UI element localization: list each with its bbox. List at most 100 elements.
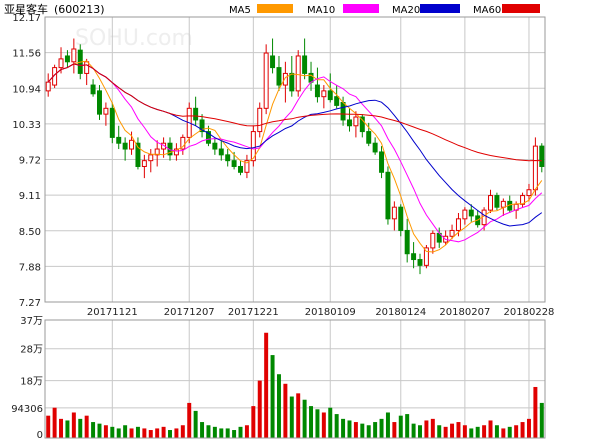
candle-down [122,142,128,150]
legend-ma20-label: MA20 [392,5,420,16]
volume-bar [270,355,275,438]
date-tick-label: 20180207 [439,307,490,318]
price-axis: 12.17 11.56 10.94 10.33 9.72 9.11 8.50 7.88 7.27 [12,13,41,309]
volume-bar [379,418,384,438]
volume-bar [539,402,544,438]
volume-axis: 37万 28万 18万 94306 0 [11,316,43,440]
candle-down [314,84,320,98]
volume-bar [289,396,294,438]
volume-tick-label: 28万 [20,345,43,356]
volume-bar [437,425,442,438]
candle-down [97,90,102,115]
volume-bar [123,425,128,438]
candle-down [372,142,378,153]
volume-bar [174,428,179,438]
volume-bar [462,425,467,438]
volume-bar [507,426,512,438]
volume-bar [168,430,172,438]
price-tick-label: 9.72 [19,156,41,167]
candle-down [135,142,141,167]
volume-bar [283,383,288,438]
volume-bar [129,428,134,438]
price-tick-label: 10.94 [12,84,41,95]
candle-down [494,195,500,208]
candle-up [250,131,256,162]
volume-bars [46,332,544,438]
volume-bar [296,393,301,438]
legend-ma5-label: MA5 [229,5,251,16]
candle-up [148,154,154,162]
candle-up [141,160,147,167]
volume-bar [212,426,217,438]
candle-down [340,102,346,121]
candle-down [109,107,115,138]
price-tick-label: 7.27 [19,298,41,309]
legend-ma60-label: MA60 [473,5,501,16]
volume-tick-label: 18万 [20,377,43,388]
candle-up [500,200,506,208]
volume-bar [302,399,307,438]
volume-bar [373,422,378,438]
candle-up [180,136,186,150]
volume-panel-frame [44,319,546,439]
volume-bar [206,425,211,438]
candle-down [64,55,70,63]
volume-bar [116,428,121,438]
legend-ma20-swatch [420,4,460,13]
volume-bar [84,415,89,438]
volume-grid [45,348,545,409]
date-tick-label: 20171207 [164,307,215,318]
volume-bar [366,425,371,438]
volume-tick-label: 37万 [20,316,43,327]
legend-ma10-swatch [343,4,379,13]
candle-up [532,145,538,191]
candle-up [455,218,461,231]
volume-bar [353,422,358,438]
volume-bar [110,426,115,438]
legend: MA5 MA10 MA20 MA60 [229,4,540,16]
volume-bar [71,412,76,438]
volume-bar [257,380,262,438]
candle-up [423,247,429,266]
candle-up [526,189,532,197]
volume-bar [482,425,487,438]
stock-code: (600213) [54,3,105,16]
candlesticks [45,38,545,275]
legend-ma10-label: MA10 [307,5,335,16]
ma5-line [47,60,543,253]
volume-bar [520,422,525,438]
volume-bar [155,428,160,438]
volume-bar [385,412,390,438]
volume-bar [97,423,102,438]
volume-bar [315,409,320,438]
volume-bar [135,426,140,438]
candle-down [366,131,372,144]
candle-down [231,160,237,167]
candle-down [276,67,282,86]
moving-average-lines [47,60,543,253]
candle-down [539,145,545,167]
volume-bar [443,426,448,438]
candle-down [417,259,423,266]
volume-bar [334,414,339,438]
candle-down [289,72,295,92]
price-tick-label: 10.33 [12,120,41,131]
candle-down [347,119,352,127]
date-tick-label: 20180228 [504,307,555,318]
candle-up [462,209,468,220]
volume-bar [238,426,243,438]
candle-down [359,116,365,133]
volume-bar [52,407,57,438]
ma60-line [47,63,542,162]
candle-up [173,148,179,156]
volume-bar [264,332,269,438]
volume-bar [78,418,83,438]
candle-up [71,48,77,63]
volume-tick-label: 94306 [11,404,43,415]
volume-tick-label: 0 [37,430,43,440]
volume-bar [526,418,531,438]
volume-bar [341,418,346,438]
price-tick-label: 9.11 [19,191,41,202]
candle-up [263,52,269,109]
